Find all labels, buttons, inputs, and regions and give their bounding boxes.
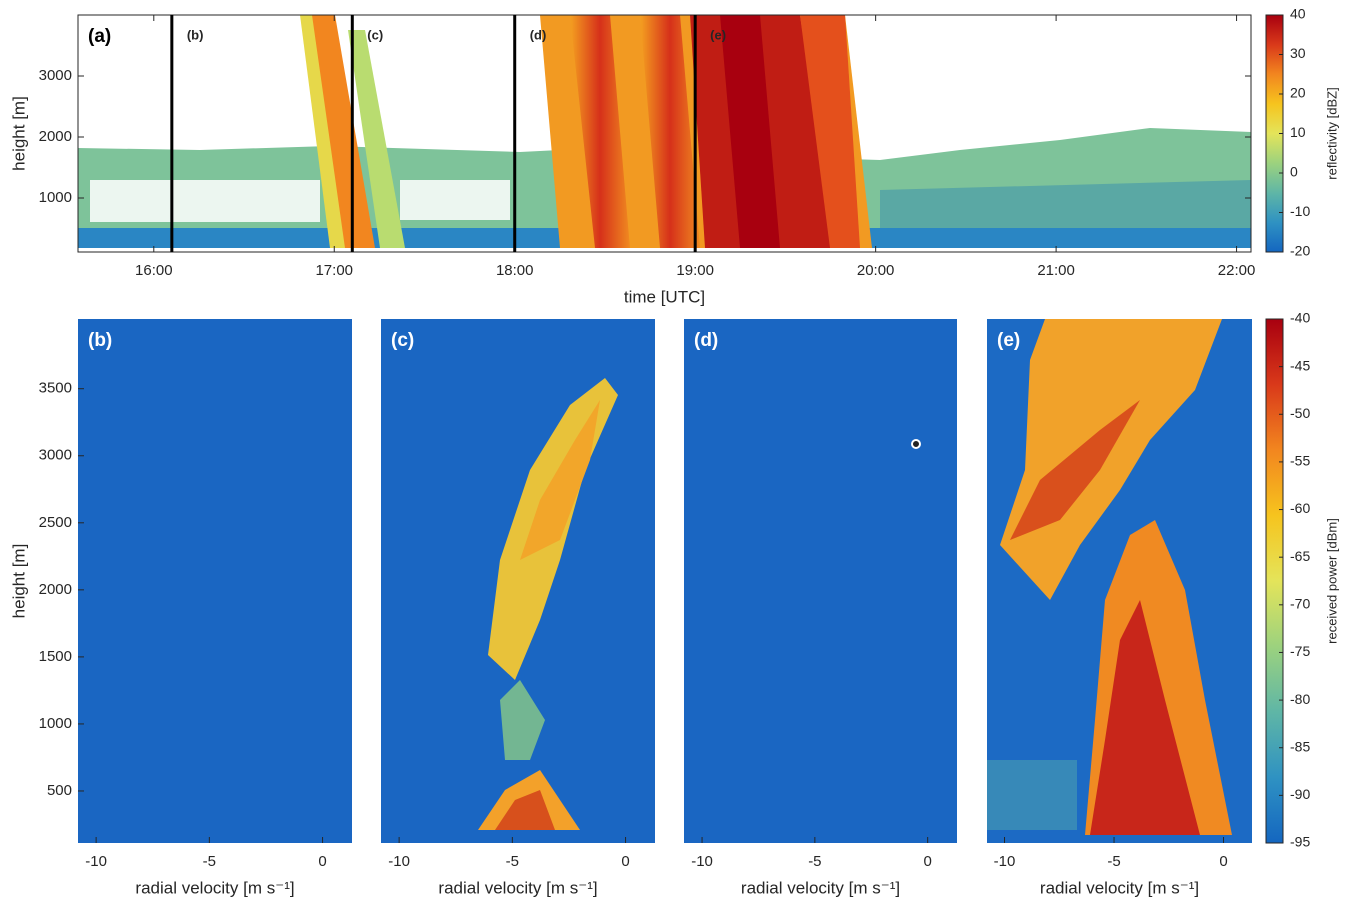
artifact — [911, 439, 921, 449]
colorbar-tick-label: -50 — [1290, 405, 1310, 421]
x-tick-label: -5 — [506, 853, 519, 870]
y-tick-label: 1500 — [39, 648, 72, 665]
x-axis-label: time [UTC] — [624, 287, 705, 306]
echo-feature — [520, 400, 600, 560]
y-tick-label: 3000 — [39, 447, 72, 464]
echo-feature — [1010, 400, 1140, 540]
y-axis-label: height [m] — [9, 96, 28, 171]
x-tick-label: 0 — [1219, 853, 1227, 870]
x-tick-label: 17:00 — [315, 262, 353, 279]
colorbar-label: reflectivity [dBZ] — [1324, 87, 1339, 179]
colorbar-tick-label: 40 — [1290, 6, 1306, 22]
time-marker-label: (e) — [710, 27, 726, 42]
colorbar-tick-label: -10 — [1290, 203, 1310, 219]
panel-label: (e) — [997, 330, 1020, 351]
panel-label: (a) — [88, 26, 111, 47]
panel-label: (c) — [391, 330, 414, 351]
x-tick-label: -10 — [85, 853, 107, 870]
colorbar-tick-label: -60 — [1290, 500, 1310, 516]
y-axis-label: height [m] — [9, 544, 28, 619]
colorbar-tick-label: -80 — [1290, 691, 1310, 707]
x-tick-label: 0 — [318, 853, 326, 870]
spectrum-field — [78, 319, 352, 843]
x-tick-label: 22:00 — [1218, 262, 1256, 279]
colorbar-tick-label: -20 — [1290, 243, 1310, 259]
plot-frame — [77, 14, 1252, 253]
x-tick-label: 20:00 — [857, 262, 895, 279]
y-tick-label: 3000 — [39, 67, 72, 84]
x-tick-label: 18:00 — [496, 262, 534, 279]
x-tick-label: 0 — [923, 853, 931, 870]
colorbar-label: received power [dBm] — [1324, 518, 1339, 644]
y-tick-label: 2500 — [39, 514, 72, 531]
colorbar-tick-label: 0 — [1290, 164, 1298, 180]
echo-feature — [1000, 319, 1222, 600]
noise-band — [987, 760, 1077, 830]
x-tick-label: 19:00 — [676, 262, 714, 279]
x-tick-label: -5 — [808, 853, 821, 870]
x-tick-label: -10 — [388, 853, 410, 870]
x-tick-label: 0 — [621, 853, 629, 870]
x-tick-label: -10 — [691, 853, 713, 870]
colorbar-tick-label: -95 — [1290, 834, 1310, 850]
colorbar — [1265, 318, 1284, 844]
colorbar-tick-label: 30 — [1290, 45, 1306, 61]
x-axis-label: radial velocity [m s⁻¹] — [1040, 878, 1199, 897]
x-tick-label: -5 — [203, 853, 216, 870]
y-tick-label: 3500 — [39, 380, 72, 397]
x-axis-label: radial velocity [m s⁻¹] — [135, 878, 294, 897]
colorbar-tick-label: 20 — [1290, 85, 1306, 101]
colorbar-tick-label: -45 — [1290, 357, 1310, 373]
colorbar-tick-label: -55 — [1290, 453, 1310, 469]
colorbar-tick-label: -65 — [1290, 548, 1310, 564]
echo-feature — [495, 790, 555, 830]
time-marker-label: (b) — [187, 27, 204, 42]
y-tick-label: 1000 — [39, 189, 72, 206]
panel-label: (d) — [694, 330, 718, 351]
spectrum-field — [684, 319, 957, 843]
colorbar-tick-label: -75 — [1290, 643, 1310, 659]
y-tick-label: 2000 — [39, 581, 72, 598]
reflectivity-field — [78, 15, 1251, 252]
echo-feature — [500, 680, 545, 760]
x-axis-label: radial velocity [m s⁻¹] — [741, 878, 900, 897]
y-tick-label: 2000 — [39, 128, 72, 145]
x-tick-label: 21:00 — [1037, 262, 1075, 279]
x-axis-label: radial velocity [m s⁻¹] — [438, 878, 597, 897]
colorbar-tick-label: -70 — [1290, 596, 1310, 612]
time-marker-label: (c) — [367, 27, 383, 42]
x-tick-label: -10 — [994, 853, 1016, 870]
colorbar-tick-label: -85 — [1290, 738, 1310, 754]
colorbar-tick-label: 10 — [1290, 124, 1306, 140]
echo-feature — [1090, 600, 1200, 835]
x-tick-label: -5 — [1107, 853, 1120, 870]
time-marker-label: (d) — [530, 27, 547, 42]
y-tick-label: 500 — [47, 782, 72, 799]
colorbar-tick-label: -90 — [1290, 786, 1310, 802]
y-tick-label: 1000 — [39, 715, 72, 732]
x-tick-label: 16:00 — [135, 262, 173, 279]
panel-label: (b) — [88, 330, 112, 351]
colorbar-tick-label: -40 — [1290, 310, 1310, 326]
